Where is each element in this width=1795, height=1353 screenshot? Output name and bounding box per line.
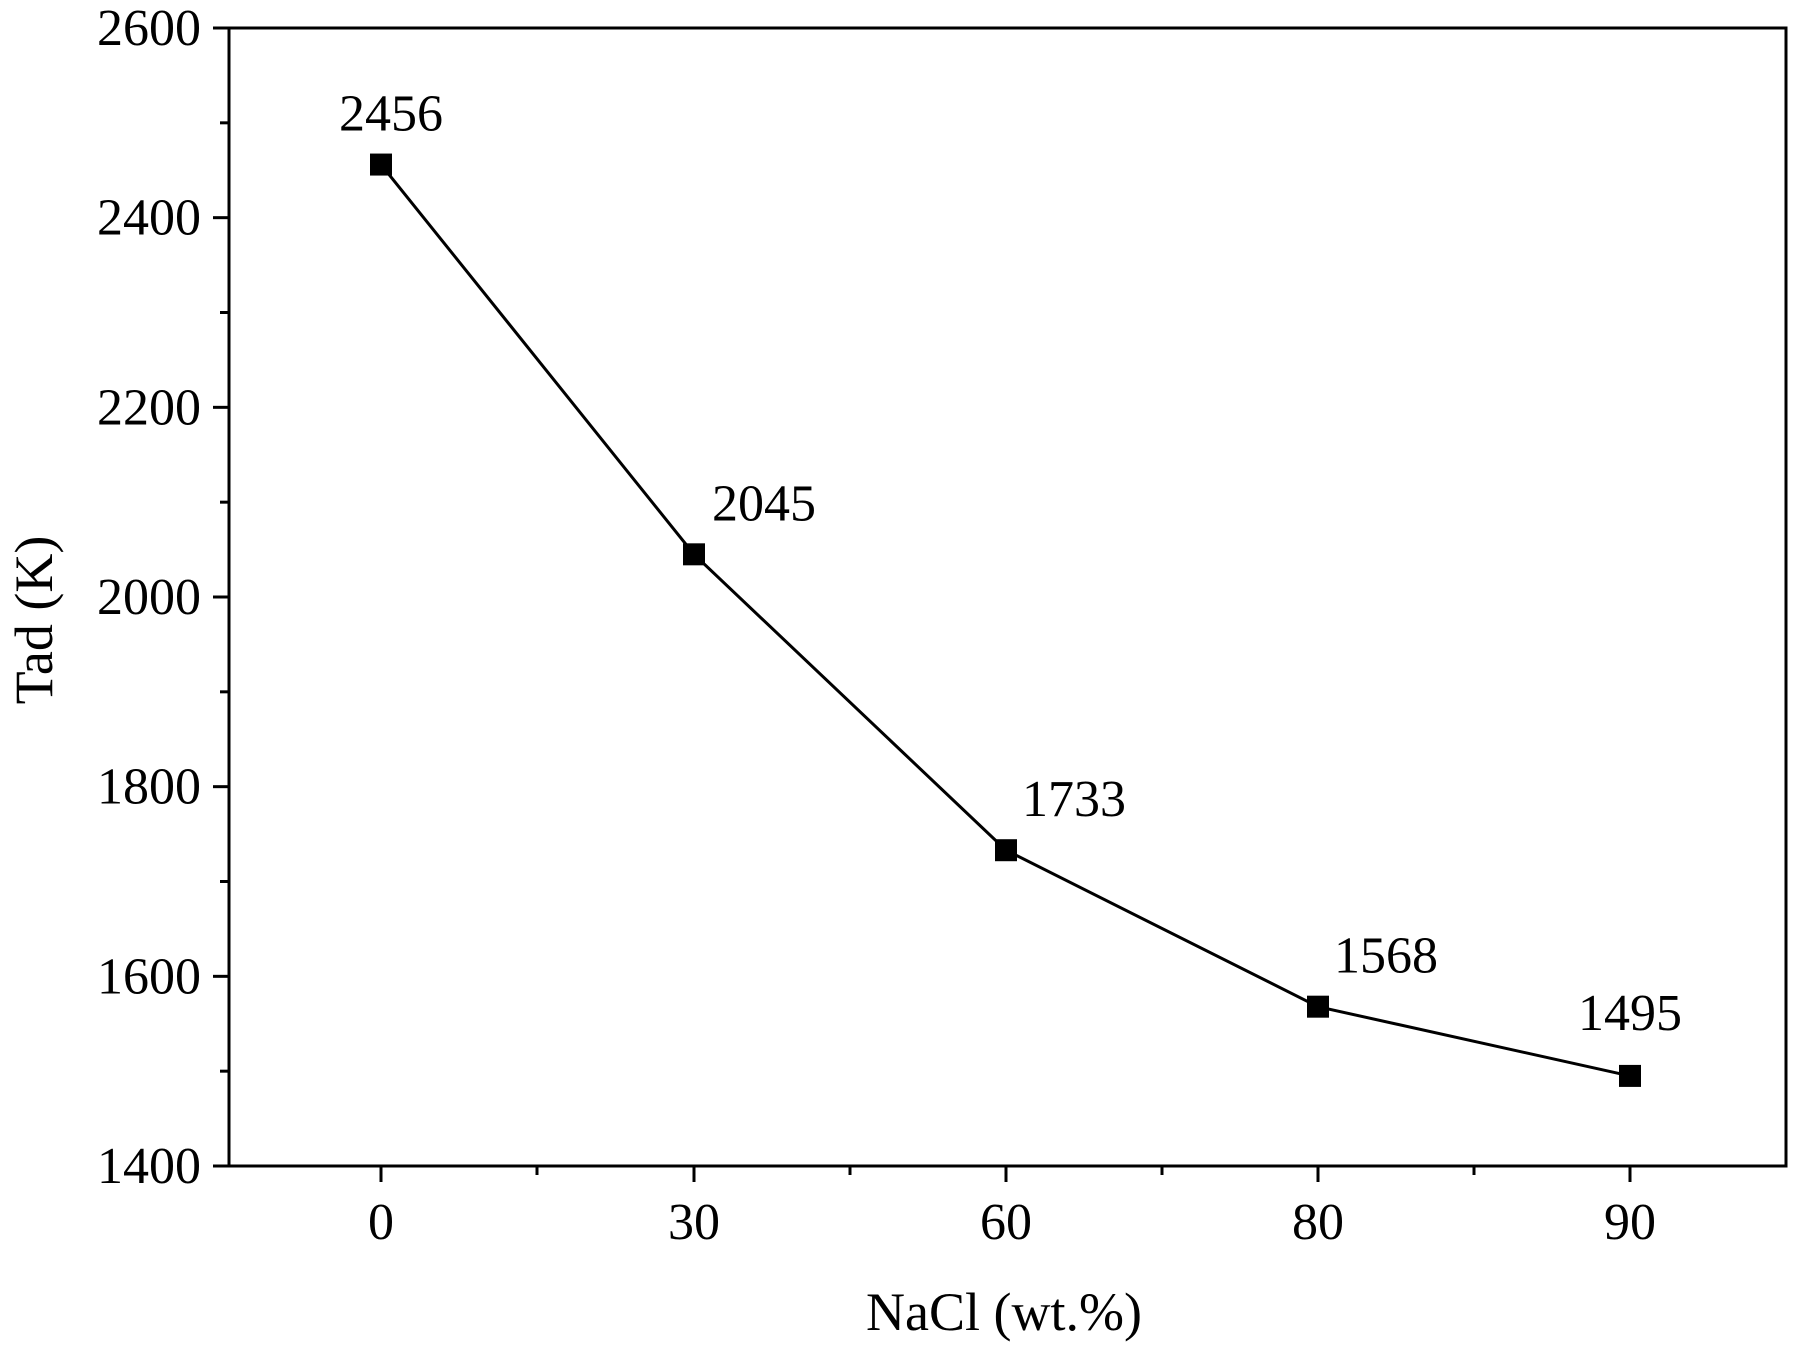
y-tick-label: 2000 [97, 569, 201, 626]
y-tick-label: 1800 [97, 759, 201, 816]
data-point-marker [370, 153, 392, 176]
y-axis-title: Tad (K) [4, 536, 64, 705]
data-labels: 2456 2045 1733 1568 1495 [339, 86, 1682, 1042]
series-line [379, 163, 1631, 1078]
data-label: 1495 [1578, 985, 1682, 1042]
x-tick-label: 90 [1604, 1194, 1656, 1251]
series-markers [370, 153, 1641, 1087]
y-tick-label: 2200 [97, 379, 201, 436]
x-tick-label: 60 [980, 1194, 1032, 1251]
x-axis-ticks: 0 30 60 80 90 [368, 1166, 1656, 1251]
data-point-marker [683, 543, 705, 566]
data-label: 1568 [1334, 928, 1438, 985]
y-tick-label: 2400 [97, 190, 201, 247]
x-tick-label: 0 [368, 1194, 394, 1251]
data-point-marker [1307, 995, 1329, 1018]
data-label: 2456 [339, 86, 443, 143]
y-tick-label: 1400 [97, 1138, 201, 1195]
plot-frame [227, 26, 1788, 1168]
y-axis-ticks: 1400 1600 1800 2000 2200 2400 2600 [97, 0, 229, 1195]
data-label: 2045 [712, 475, 816, 532]
x-axis-title: NaCl (wt.%) [866, 1282, 1142, 1342]
x-tick-label: 80 [1292, 1194, 1344, 1251]
data-label: 1733 [1022, 771, 1126, 828]
x-tick-label: 30 [668, 1194, 720, 1251]
y-tick-label: 2600 [97, 0, 201, 57]
data-point-marker [995, 839, 1017, 862]
data-point-marker [1619, 1064, 1641, 1087]
y-tick-label: 1600 [97, 948, 201, 1005]
